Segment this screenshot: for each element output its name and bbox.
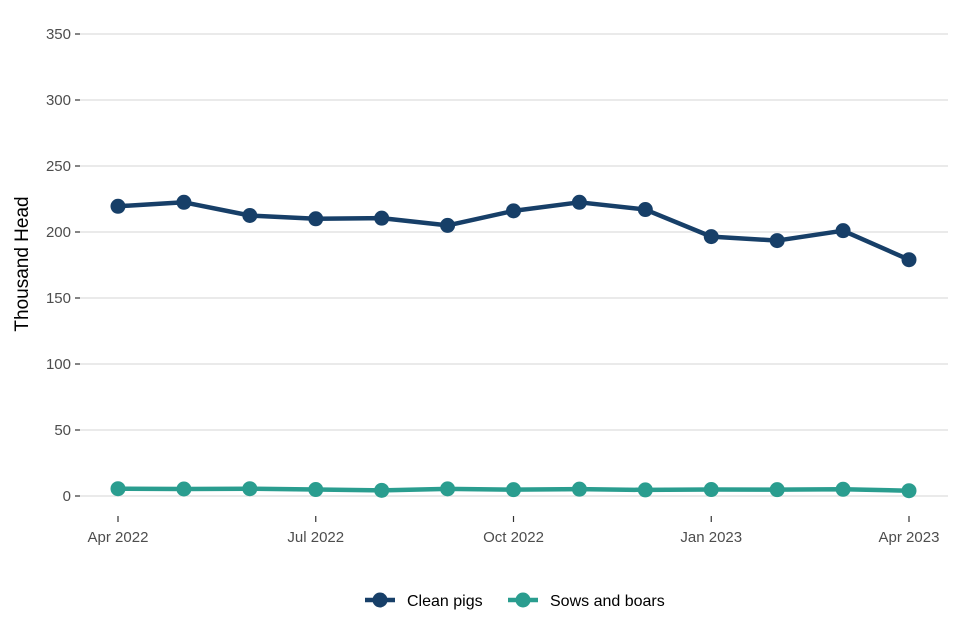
legend-item: Clean pigs bbox=[365, 592, 483, 610]
legend-label: Clean pigs bbox=[407, 593, 483, 610]
legend: Clean pigs Sows and boars bbox=[365, 592, 665, 610]
x-tick-label: Jan 2023 bbox=[680, 529, 742, 546]
series-layer bbox=[110, 194, 917, 499]
data-point bbox=[308, 482, 324, 498]
y-tick-label: 100 bbox=[46, 356, 71, 373]
x-tick-label: Jul 2022 bbox=[287, 529, 344, 546]
y-tick-label: 50 bbox=[54, 422, 71, 439]
x-tick-label: Apr 2022 bbox=[88, 529, 149, 546]
legend-key-point bbox=[372, 592, 388, 608]
y-axis-title: Thousand Head bbox=[12, 196, 33, 331]
data-point bbox=[835, 223, 851, 239]
data-point bbox=[110, 481, 126, 497]
data-point bbox=[176, 194, 192, 210]
x-tick-label: Apr 2023 bbox=[879, 529, 940, 546]
data-point bbox=[374, 210, 390, 226]
legend-label: Sows and boars bbox=[550, 593, 665, 610]
data-point bbox=[308, 211, 324, 227]
y-axis: 0 50 100 150 200 250 300 350 bbox=[46, 26, 80, 505]
data-point bbox=[703, 229, 719, 245]
data-point bbox=[571, 481, 587, 497]
data-point bbox=[242, 208, 258, 223]
data-point bbox=[110, 198, 126, 214]
y-tick-label: 0 bbox=[63, 488, 71, 505]
data-point bbox=[901, 483, 917, 499]
data-point bbox=[769, 482, 785, 498]
legend-key-point bbox=[515, 592, 531, 608]
y-tick-label: 250 bbox=[46, 158, 71, 175]
data-point bbox=[703, 482, 719, 498]
series-clean-pigs bbox=[110, 194, 917, 268]
y-tick-label: 350 bbox=[46, 26, 71, 43]
data-point bbox=[637, 482, 653, 498]
grid-lines bbox=[80, 33, 948, 497]
legend-item: Sows and boars bbox=[508, 592, 665, 610]
y-tick-label: 300 bbox=[46, 92, 71, 109]
data-point bbox=[835, 481, 851, 497]
data-point bbox=[440, 481, 456, 497]
series-sows-and-boars bbox=[110, 481, 917, 499]
x-tick-label: Oct 2022 bbox=[483, 529, 544, 546]
data-point bbox=[506, 203, 521, 219]
data-point bbox=[440, 217, 456, 233]
data-point bbox=[571, 194, 587, 210]
x-axis: Apr 2022 Jul 2022 Oct 2022 Jan 2023 Apr 2023 bbox=[88, 516, 940, 546]
data-point bbox=[176, 481, 192, 497]
data-point bbox=[374, 482, 390, 498]
data-point bbox=[242, 481, 258, 497]
data-point bbox=[901, 252, 917, 268]
data-point bbox=[637, 202, 653, 218]
y-tick-label: 200 bbox=[46, 224, 71, 241]
data-point bbox=[506, 482, 521, 498]
y-tick-label: 150 bbox=[46, 290, 71, 307]
data-point bbox=[769, 233, 785, 249]
